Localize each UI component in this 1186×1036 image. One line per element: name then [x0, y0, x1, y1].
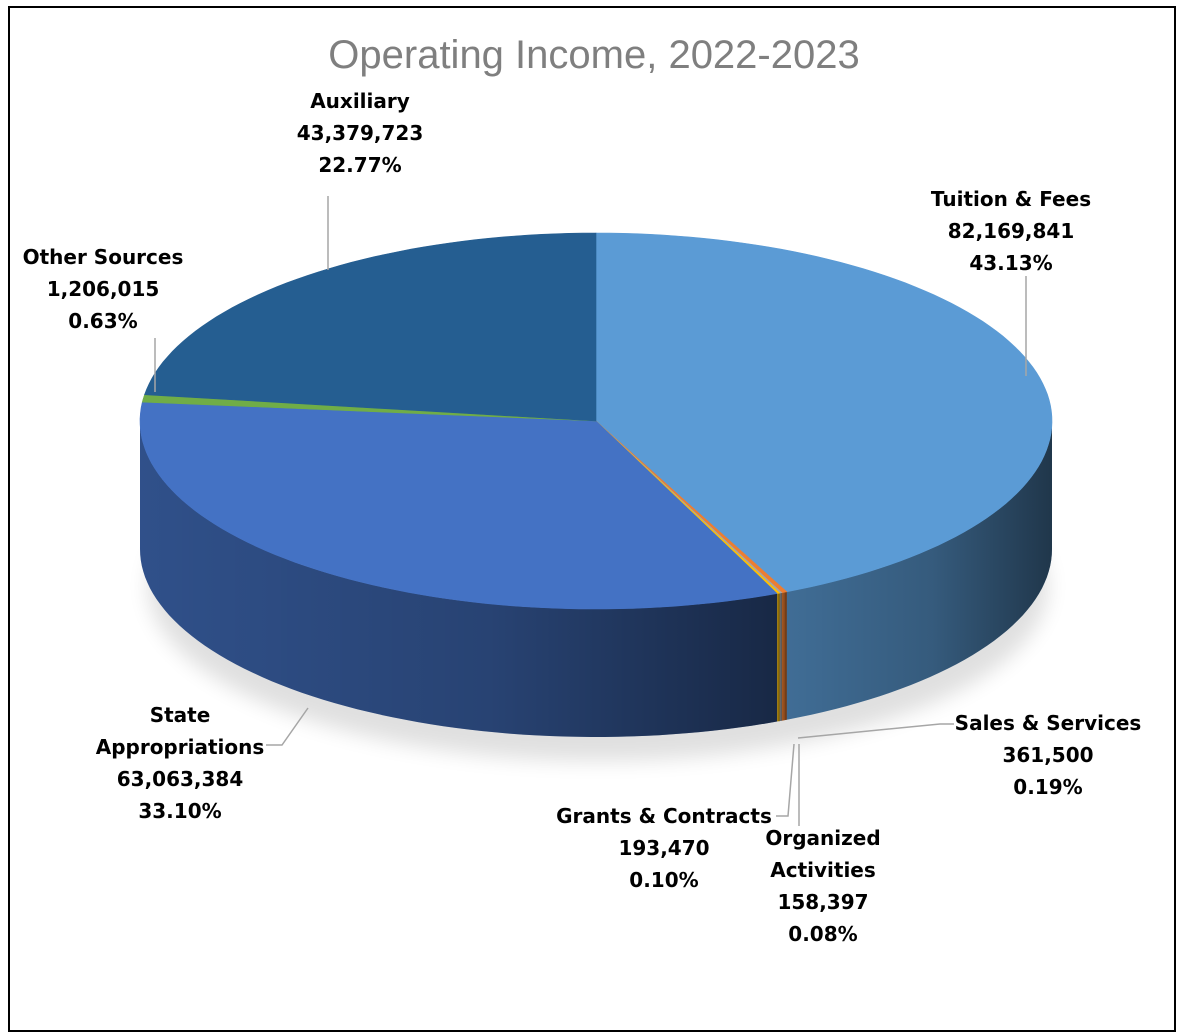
- slice-top-0: [595, 232, 1053, 593]
- label-sales-value: 361,500: [1002, 743, 1093, 767]
- chart-frame: Operating Income, 2022-2023 Tuition & Fe…: [8, 6, 1176, 1032]
- label-state-percent: 33.10%: [138, 799, 221, 823]
- label-state-name-line2: Appropriations: [96, 735, 265, 759]
- slice-side-shade-0: [786, 421, 1052, 720]
- chart-title: Operating Income, 2022-2023: [328, 33, 859, 77]
- slice-side-shade-4: [140, 421, 778, 737]
- slice-top-6: [144, 232, 597, 422]
- label-other-percent: 0.63%: [68, 309, 137, 333]
- label-auxiliary-value: 43,379,723: [297, 121, 424, 145]
- label-other-value: 1,206,015: [47, 277, 160, 301]
- label-auxiliary-name: Auxiliary: [310, 89, 410, 113]
- pie-slices: [139, 232, 1053, 737]
- label-tuition-value: 82,169,841: [948, 219, 1075, 243]
- pie-chart: Operating Income, 2022-2023 Tuition & Fe…: [23, 33, 1142, 946]
- label-tuition-percent: 43.13%: [969, 251, 1052, 275]
- label-auxiliary-percent: 22.77%: [318, 153, 401, 177]
- label-organized-name-line2: Activities: [770, 858, 876, 882]
- leader-grants: [776, 743, 795, 817]
- label-tuition-name: Tuition & Fees: [931, 187, 1091, 211]
- slice-side-shade-2: [779, 592, 782, 722]
- leader-state: [266, 707, 309, 746]
- label-grants-name: Grants & Contracts: [556, 804, 772, 828]
- label-grants-value: 193,470: [618, 836, 709, 860]
- label-state-name-line1: State: [150, 703, 211, 727]
- label-grants-percent: 0.10%: [629, 868, 698, 892]
- label-sales-percent: 0.19%: [1013, 775, 1082, 799]
- label-organized-name-line1: Organized: [765, 826, 880, 850]
- slice-top-4: [139, 401, 778, 610]
- label-other-name: Other Sources: [23, 245, 184, 269]
- slice-side-shade-1: [781, 591, 787, 721]
- leader-sales: [797, 723, 954, 739]
- slice-side-shade-3: [777, 593, 780, 722]
- label-organized-percent: 0.08%: [788, 922, 857, 946]
- label-organized-value: 158,397: [777, 890, 868, 914]
- label-sales-name: Sales & Services: [955, 711, 1142, 735]
- label-state-value: 63,063,384: [117, 767, 244, 791]
- leader-lines: [154, 196, 1027, 826]
